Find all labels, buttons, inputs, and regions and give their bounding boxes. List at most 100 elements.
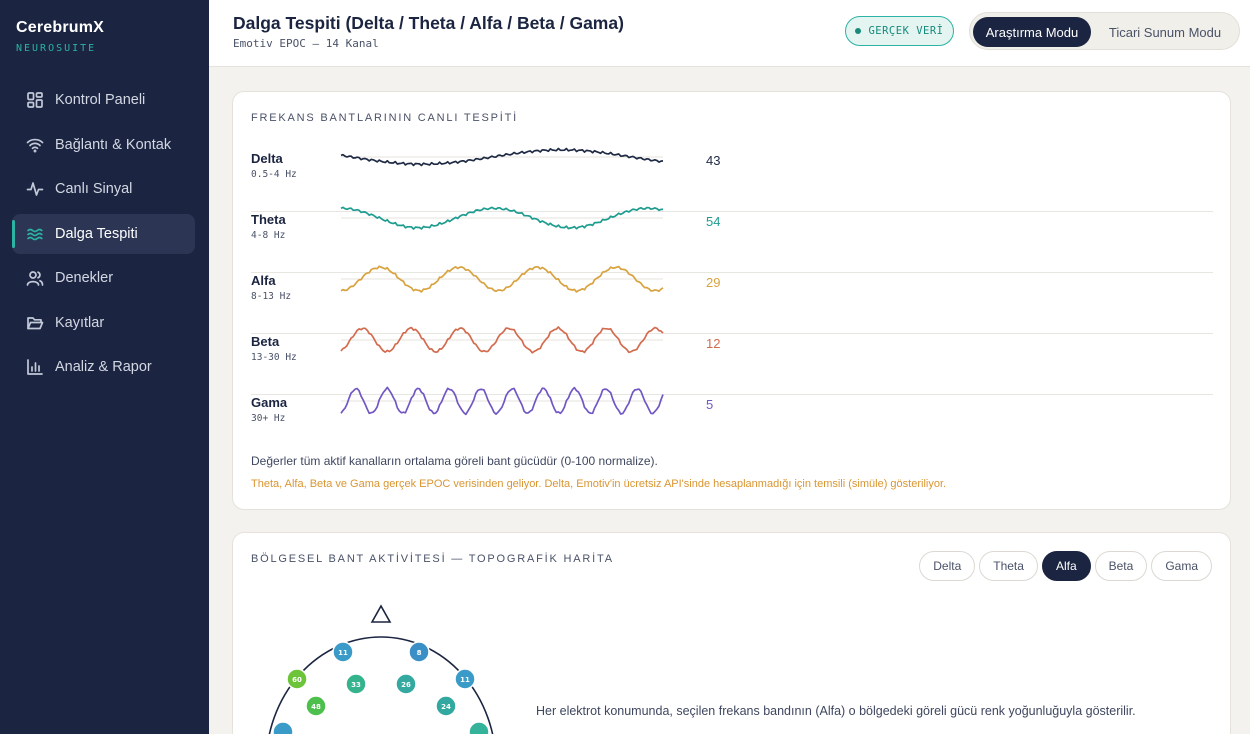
band-value: 5 bbox=[706, 397, 714, 412]
tab-theta[interactable]: Theta bbox=[979, 551, 1038, 581]
brand-name: CerebrumX bbox=[16, 19, 105, 36]
electrode: 26 bbox=[395, 673, 417, 695]
band-name: Beta bbox=[251, 334, 280, 349]
electrode-value: 11 bbox=[460, 676, 470, 684]
sidebar-item-baglanti[interactable]: Bağlantı & Kontak bbox=[12, 125, 195, 165]
electrode-dot bbox=[395, 673, 417, 695]
electrode-value: 8 bbox=[417, 649, 422, 657]
sidebar-item-kontrol-paneli[interactable]: Kontrol Paneli bbox=[12, 80, 195, 120]
sidebar-item-label: Denekler bbox=[55, 270, 114, 286]
brand: CerebrumX NEUROSUITE bbox=[16, 19, 104, 54]
electrode: 8 bbox=[408, 641, 430, 663]
band-value: 54 bbox=[706, 214, 721, 229]
band-name: Gama bbox=[251, 395, 288, 410]
electrode: 24 bbox=[435, 695, 457, 717]
sidebar-item-canli-sinyal[interactable]: Canlı Sinyal bbox=[12, 169, 195, 209]
band-name: Theta bbox=[251, 212, 286, 227]
electrode: 11 bbox=[454, 668, 476, 690]
band-waveform bbox=[340, 206, 663, 230]
waveform-line bbox=[340, 326, 664, 354]
nose-icon bbox=[370, 604, 392, 623]
normalization-note: Değerler tüm aktif kanalların ortalama g… bbox=[251, 454, 658, 468]
electrode-dot bbox=[435, 695, 457, 717]
sidebar-item-label: Analiz & Rapor bbox=[55, 359, 152, 375]
band-waveform bbox=[340, 147, 664, 167]
electrode-value: 24 bbox=[441, 703, 451, 711]
electrode-dot bbox=[454, 668, 476, 690]
waveform-line bbox=[340, 386, 664, 416]
electrode-dot bbox=[272, 721, 294, 734]
status-dot-icon bbox=[855, 28, 862, 34]
mode-switch: Araştırma Modu Ticari Sunum Modu bbox=[969, 12, 1240, 50]
electrode-value: 33 bbox=[351, 681, 361, 689]
electrode-value: 26 bbox=[401, 681, 411, 689]
electrode: 11 bbox=[332, 641, 354, 663]
sidebar-nav: Kontrol Paneli Bağlantı & Kontak Canlı S… bbox=[12, 80, 195, 392]
band-range: 8-13 Hz bbox=[251, 291, 292, 302]
live-detection-title: FREKANS BANTLARININ CANLI TESPİTİ bbox=[251, 112, 519, 124]
band-waveform bbox=[340, 326, 664, 354]
band-value: 43 bbox=[706, 153, 721, 168]
band-value: 12 bbox=[706, 336, 721, 351]
band-row-beta: Beta 13-30 Hz 12 bbox=[251, 326, 1213, 395]
page-header: Dalga Tespiti (Delta / Theta / Alfa / Be… bbox=[209, 0, 1250, 67]
band-row-alfa: Alfa 8-13 Hz 29 bbox=[251, 265, 1213, 334]
electrode-value: 11 bbox=[338, 649, 348, 657]
sidebar-item-label: Kayıtlar bbox=[55, 314, 105, 331]
tab-alfa[interactable]: Alfa bbox=[1041, 551, 1091, 581]
simulation-warning: Theta, Alfa, Beta ve Gama gerçek EPOC ve… bbox=[251, 478, 947, 490]
electrode-value: 48 bbox=[311, 703, 321, 711]
research-mode-button[interactable]: Araştırma Modu bbox=[973, 17, 1091, 47]
band-waveform bbox=[340, 265, 664, 293]
sidebar: CerebrumX NEUROSUITE Kontrol Paneli Bağl… bbox=[0, 0, 209, 734]
pulse-icon bbox=[26, 180, 44, 198]
electrode-dot bbox=[345, 673, 367, 695]
sidebar-item-label: Canlı Sinyal bbox=[55, 181, 133, 197]
band-waveform bbox=[340, 386, 664, 416]
tab-delta[interactable]: Delta bbox=[919, 551, 976, 581]
bar-chart-icon bbox=[26, 358, 44, 376]
sidebar-item-denekler[interactable]: Denekler bbox=[12, 258, 195, 298]
tab-beta[interactable]: Beta bbox=[1094, 551, 1148, 581]
sidebar-item-label: Kontrol Paneli bbox=[55, 92, 146, 108]
waveform-line bbox=[340, 206, 663, 230]
sidebar-item-dalga-tespiti[interactable]: Dalga Tespiti bbox=[12, 213, 195, 254]
band-range: 0.5-4 Hz bbox=[251, 169, 297, 180]
sidebar-item-analiz-rapor[interactable]: Analiz & Rapor bbox=[12, 347, 195, 387]
brand-subtitle: NEUROSUITE bbox=[16, 43, 97, 54]
page-subtitle: Emotiv EPOC — 14 Kanal bbox=[233, 37, 379, 50]
waveform-line bbox=[340, 265, 664, 293]
topographic-title: BÖLGESEL BANT AKTİVİTESİ — TOPOGRAFİK HA… bbox=[251, 553, 614, 565]
users-icon bbox=[26, 269, 44, 287]
electrode bbox=[272, 721, 294, 734]
electrode-dot bbox=[468, 721, 490, 734]
commercial-mode-button[interactable]: Ticari Sunum Modu bbox=[1108, 24, 1222, 40]
status-badge: GERÇEK VERİ bbox=[845, 16, 954, 46]
band-row-theta: Theta 4-8 Hz 54 bbox=[251, 206, 1213, 273]
page-title: Dalga Tespiti (Delta / Theta / Alfa / Be… bbox=[233, 13, 624, 33]
topographic-card: BÖLGESEL BANT AKTİVİTESİ — TOPOGRAFİK HA… bbox=[232, 532, 1231, 734]
band-value: 29 bbox=[706, 275, 721, 290]
waves-icon bbox=[26, 225, 44, 243]
sidebar-item-label: Bağlantı & Kontak bbox=[55, 136, 172, 153]
electrode: 60 bbox=[286, 668, 308, 690]
sidebar-item-kayitlar[interactable]: Kayıtlar bbox=[12, 303, 195, 343]
sidebar-item-label: Dalga Tespiti bbox=[55, 225, 138, 242]
band-name: Alfa bbox=[251, 273, 276, 288]
waveform-line bbox=[340, 147, 664, 167]
tab-gama[interactable]: Gama bbox=[1151, 551, 1212, 581]
dashboard-icon bbox=[26, 91, 44, 109]
electrode-value: 60 bbox=[292, 676, 302, 684]
band-range: 4-8 Hz bbox=[251, 230, 286, 241]
electrode-dot bbox=[408, 641, 430, 663]
band-row-delta: Delta 0.5-4 Hz 43 bbox=[251, 147, 1213, 212]
electrode: 33 bbox=[345, 673, 367, 695]
electrode bbox=[468, 721, 490, 734]
electrode-dot bbox=[286, 668, 308, 690]
folder-icon bbox=[26, 314, 44, 332]
live-detection-card: FREKANS BANTLARININ CANLI TESPİTİ Delta … bbox=[232, 91, 1231, 510]
electrode-dot bbox=[305, 695, 327, 717]
head-topomap: 11 8 60 33 26 11 48 24 bbox=[268, 604, 494, 734]
wifi-icon bbox=[26, 136, 44, 154]
status-badge-label: GERÇEK VERİ bbox=[868, 25, 944, 37]
